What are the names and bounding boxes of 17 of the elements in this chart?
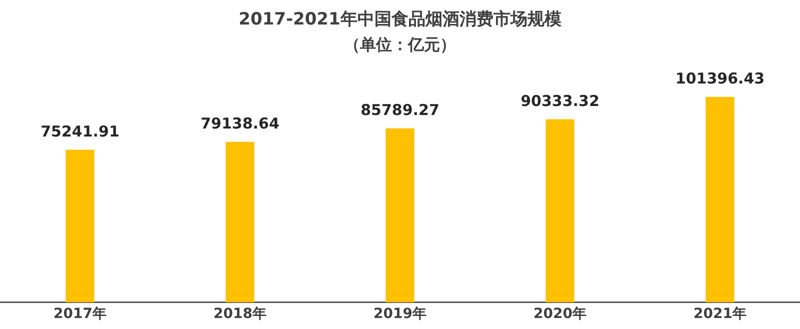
bar bbox=[706, 96, 734, 302]
x-tick-label: 2018年 bbox=[214, 306, 266, 322]
bar bbox=[226, 142, 254, 302]
bar bbox=[546, 119, 574, 302]
chart-title: 2017-2021年中国食品烟酒消费市场规模 bbox=[238, 10, 562, 30]
bar bbox=[66, 150, 94, 302]
data-label: 90333.32 bbox=[520, 92, 600, 110]
data-label: 75241.91 bbox=[40, 122, 120, 140]
data-label: 85789.27 bbox=[360, 101, 440, 120]
data-label: 101396.43 bbox=[675, 70, 765, 88]
x-tick-label: 2021年 bbox=[694, 306, 746, 322]
chart-subtitle: （单位：亿元） bbox=[344, 35, 456, 54]
x-tick-label: 2019年 bbox=[374, 306, 426, 322]
data-label: 79138.64 bbox=[200, 114, 280, 133]
x-tick-label: 2020年 bbox=[534, 306, 586, 322]
x-tick-label: 2017年 bbox=[54, 306, 106, 322]
bar bbox=[386, 128, 414, 302]
